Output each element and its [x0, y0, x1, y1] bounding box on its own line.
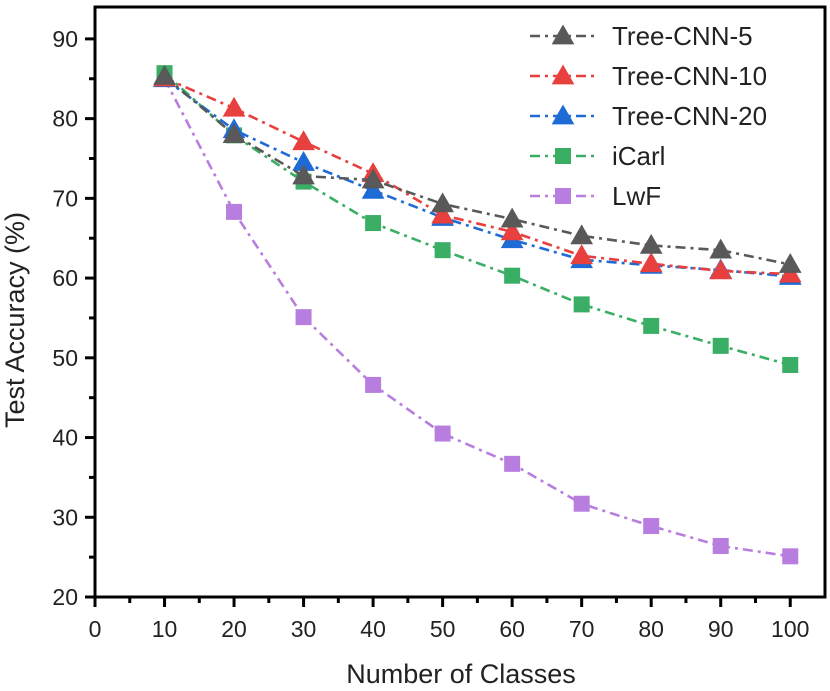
legend-marker: [551, 24, 575, 45]
series-layer: [153, 64, 802, 565]
data-point: [712, 537, 729, 554]
series-line: [163, 77, 791, 278]
y-tick-label: 90: [52, 26, 78, 52]
data-point: [500, 207, 524, 228]
legend-marker: [551, 64, 575, 85]
x-axis-title: Number of Classes: [346, 659, 576, 689]
y-tick-label: 20: [52, 584, 78, 610]
data-point: [639, 233, 663, 254]
x-tick-label: 10: [152, 616, 178, 642]
y-tick-label: 40: [52, 425, 78, 451]
axes-layer: 0 10 20 30 40 50 60 70 80 90 100 20 30 40 50 60 70 80 90: [52, 5, 827, 642]
data-point: [500, 220, 524, 241]
y-tick-label: 70: [52, 185, 78, 211]
x-tick-label: 60: [499, 616, 525, 642]
legend-item: iCarl: [530, 141, 665, 171]
data-point: [782, 548, 799, 565]
legend-marker: [555, 188, 571, 204]
x-tick-label: 80: [638, 616, 664, 642]
data-point: [434, 242, 451, 259]
data-point: [226, 203, 243, 220]
data-point: [365, 376, 382, 393]
y-tick-label: 60: [52, 265, 78, 291]
series-tree-cnn-5: [153, 64, 802, 273]
y-axis-title: Test Accuracy (%): [0, 212, 30, 428]
data-point: [639, 252, 663, 273]
data-point: [709, 238, 733, 259]
data-point: [431, 203, 454, 224]
legend-item: Tree-CNN-20: [530, 101, 767, 131]
y-tick-label: 80: [52, 106, 78, 132]
legend-label: Tree-CNN-20: [612, 101, 767, 131]
data-point: [431, 192, 454, 213]
data-point: [504, 267, 521, 284]
data-point: [778, 253, 802, 273]
data-point: [573, 296, 590, 313]
data-point: [504, 455, 521, 472]
x-tick-label: 70: [569, 616, 595, 642]
data-point: [222, 96, 246, 117]
x-tick-label: 20: [221, 616, 247, 642]
legend-item: Tree-CNN-10: [530, 61, 767, 91]
series-line: [163, 78, 791, 558]
legend-label: Tree-CNN-5: [612, 21, 753, 51]
x-tick-label: 30: [291, 616, 317, 642]
series-line: [163, 75, 791, 266]
legend: Tree-CNN-5 Tree-CNN-10 Tree-CNN-20 iCarl LwF: [530, 21, 767, 211]
data-point: [153, 64, 176, 85]
data-point: [782, 356, 799, 373]
x-tick-label: 90: [708, 616, 734, 642]
data-point: [712, 337, 729, 354]
data-point: [295, 309, 312, 326]
data-point: [292, 130, 315, 151]
data-point: [570, 224, 594, 245]
data-point: [361, 178, 385, 199]
x-tick-label: 100: [771, 616, 809, 642]
data-point: [361, 168, 385, 189]
series-lwf: [156, 70, 799, 565]
series-line: [164, 76, 791, 276]
x-tick-label: 50: [430, 616, 456, 642]
legend-item: Tree-CNN-5: [530, 21, 753, 51]
plot-frame: [93, 5, 827, 599]
data-point: [573, 495, 590, 512]
data-point: [434, 425, 451, 442]
y-tick-label: 30: [52, 504, 78, 530]
data-point: [570, 244, 594, 265]
legend-marker: [551, 104, 575, 125]
legend-marker: [555, 148, 571, 164]
data-point: [292, 164, 315, 185]
x-tick-label: 0: [89, 616, 102, 642]
data-point: [365, 215, 382, 232]
data-point: [709, 259, 733, 280]
data-point: [222, 123, 246, 143]
legend-label: Tree-CNN-10: [612, 61, 767, 91]
legend-item: LwF: [530, 181, 661, 211]
legend-label: iCarl: [612, 141, 665, 171]
x-tick-label: 40: [360, 616, 386, 642]
series-line: [163, 72, 791, 367]
y-tick-label: 50: [52, 345, 78, 371]
data-point: [643, 317, 660, 334]
data-point: [643, 518, 660, 535]
legend-label: LwF: [612, 181, 661, 211]
